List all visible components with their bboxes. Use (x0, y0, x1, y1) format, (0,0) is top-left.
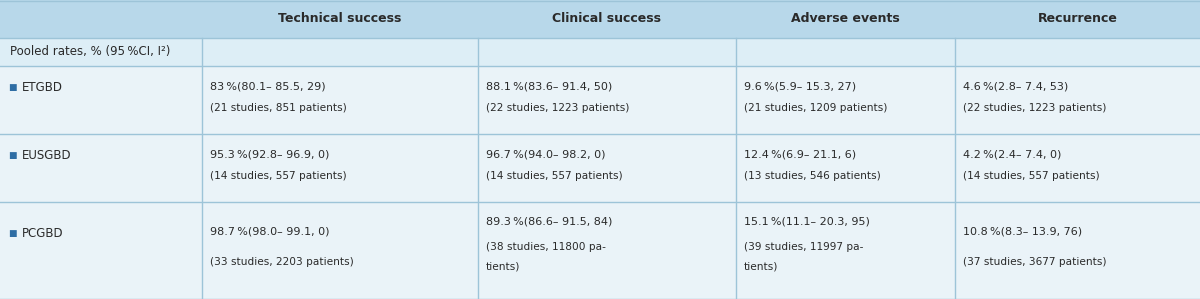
Text: (38 studies, 11800 pa-: (38 studies, 11800 pa- (486, 242, 606, 252)
Text: (21 studies, 1209 patients): (21 studies, 1209 patients) (744, 103, 887, 113)
Text: ETGBD: ETGBD (22, 81, 64, 94)
Text: (13 studies, 546 patients): (13 studies, 546 patients) (744, 171, 881, 181)
Text: Recurrence: Recurrence (1038, 13, 1117, 25)
Bar (0, 134, 1200, 202)
Bar (0, 202, 1200, 299)
Text: (14 studies, 557 patients): (14 studies, 557 patients) (964, 171, 1100, 181)
Text: 12.4 %(6.9– 21.1, 6): 12.4 %(6.9– 21.1, 6) (744, 150, 856, 159)
Text: (22 studies, 1223 patients): (22 studies, 1223 patients) (486, 103, 629, 113)
Text: (14 studies, 557 patients): (14 studies, 557 patients) (486, 171, 623, 181)
Text: 4.2 %(2.4– 7.4, 0): 4.2 %(2.4– 7.4, 0) (964, 150, 1062, 159)
Text: PCGBD: PCGBD (22, 227, 64, 239)
Text: 88.1 %(83.6– 91.4, 50): 88.1 %(83.6– 91.4, 50) (486, 81, 612, 91)
Text: 10.8 %(8.3– 13.9, 76): 10.8 %(8.3– 13.9, 76) (964, 226, 1082, 236)
Text: ■: ■ (8, 151, 17, 160)
Text: tients): tients) (744, 261, 778, 271)
Text: Clinical success: Clinical success (552, 13, 661, 25)
Text: (22 studies, 1223 patients): (22 studies, 1223 patients) (964, 103, 1106, 113)
Text: EUSGBD: EUSGBD (22, 149, 72, 162)
Text: 96.7 %(94.0– 98.2, 0): 96.7 %(94.0– 98.2, 0) (486, 150, 605, 159)
Text: 83 %(80.1– 85.5, 29): 83 %(80.1– 85.5, 29) (210, 81, 325, 91)
Text: ■: ■ (8, 228, 17, 237)
Text: 4.6 %(2.8– 7.4, 53): 4.6 %(2.8– 7.4, 53) (964, 81, 1068, 91)
Text: (37 studies, 3677 patients): (37 studies, 3677 patients) (964, 257, 1106, 267)
Text: Technical success: Technical success (278, 13, 401, 25)
Bar (0, 0, 1200, 38)
Text: tients): tients) (486, 261, 520, 271)
Text: Pooled rates, % (95 %CI, I²): Pooled rates, % (95 %CI, I²) (10, 45, 170, 59)
Bar (0, 66, 1200, 134)
Text: 9.6 %(5.9– 15.3, 27): 9.6 %(5.9– 15.3, 27) (744, 81, 856, 91)
Text: 15.1 %(11.1– 20.3, 95): 15.1 %(11.1– 20.3, 95) (744, 216, 870, 226)
Text: (39 studies, 11997 pa-: (39 studies, 11997 pa- (744, 242, 863, 252)
Text: 95.3 %(92.8– 96.9, 0): 95.3 %(92.8– 96.9, 0) (210, 150, 329, 159)
Text: Adverse events: Adverse events (791, 13, 900, 25)
Bar (0, 38, 1200, 66)
Text: ■: ■ (8, 83, 17, 92)
Text: (21 studies, 851 patients): (21 studies, 851 patients) (210, 103, 347, 113)
Text: (14 studies, 557 patients): (14 studies, 557 patients) (210, 171, 347, 181)
Text: 98.7 %(98.0– 99.1, 0): 98.7 %(98.0– 99.1, 0) (210, 226, 329, 236)
Text: 89.3 %(86.6– 91.5, 84): 89.3 %(86.6– 91.5, 84) (486, 216, 612, 226)
Text: (33 studies, 2203 patients): (33 studies, 2203 patients) (210, 257, 353, 267)
